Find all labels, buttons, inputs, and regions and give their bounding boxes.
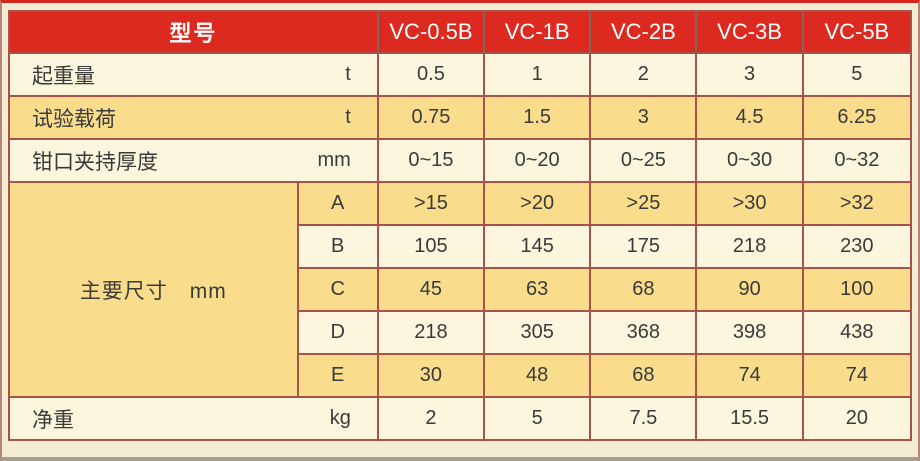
row-unit: t bbox=[345, 106, 351, 128]
cell-value: 368 bbox=[591, 312, 698, 355]
cell-value: 438 bbox=[803, 312, 910, 355]
cell-value: 74 bbox=[697, 355, 804, 398]
cell-value: 2 bbox=[591, 54, 698, 97]
cell-value: 15.5 bbox=[697, 398, 804, 439]
cell-value: 7.5 bbox=[591, 398, 698, 439]
cell-value: 45 bbox=[378, 269, 486, 312]
cell-value: 0.75 bbox=[378, 97, 486, 140]
dimension-sub-label: C bbox=[298, 269, 379, 312]
cell-value: 63 bbox=[485, 269, 592, 312]
dimension-sub-label: A bbox=[298, 183, 379, 226]
row-test-load: 试验载荷 t 0.75 1.5 3 4.5 6.25 bbox=[10, 97, 910, 140]
row-dimension-e: E 30 48 68 74 74 bbox=[10, 355, 910, 398]
cell-value: 5 bbox=[485, 398, 592, 439]
cell-value: >32 bbox=[803, 183, 910, 226]
row-label: 钳口夹持厚度 bbox=[32, 150, 158, 174]
cell-value: 1 bbox=[485, 54, 592, 97]
model-header-label: 型号 bbox=[10, 12, 379, 54]
row-label-cell: 试验载荷 t bbox=[10, 97, 379, 140]
cell-value: 5 bbox=[803, 54, 910, 97]
header-row: 型号 VC-0.5B VC-1B VC-2B VC-3B VC-5B bbox=[10, 12, 910, 54]
cell-value: 68 bbox=[591, 269, 698, 312]
row-dimension-b: B 105 145 175 218 230 bbox=[10, 226, 910, 269]
main-dimensions-label: 主要尺寸 mm bbox=[10, 183, 299, 398]
model-column-vc3b: VC-3B bbox=[697, 12, 804, 54]
cell-value: 74 bbox=[803, 355, 910, 398]
cell-value: 105 bbox=[378, 226, 486, 269]
cell-value: 90 bbox=[697, 269, 804, 312]
row-unit: mm bbox=[317, 149, 351, 171]
row-label-cell: 净重 kg bbox=[10, 398, 379, 439]
cell-value: 230 bbox=[803, 226, 910, 269]
cell-value: 175 bbox=[591, 226, 698, 269]
model-column-vc05b: VC-0.5B bbox=[378, 12, 486, 54]
cell-value: 0~20 bbox=[485, 140, 592, 183]
cell-value: 145 bbox=[485, 226, 592, 269]
cell-value: 4.5 bbox=[697, 97, 804, 140]
cell-value: 3 bbox=[697, 54, 804, 97]
cell-value: 1.5 bbox=[485, 97, 592, 140]
row-dimension-d: D 218 305 368 398 438 bbox=[10, 312, 910, 355]
cell-value: 0~32 bbox=[803, 140, 910, 183]
model-column-vc2b: VC-2B bbox=[591, 12, 698, 54]
row-dimension-c: C 45 63 68 90 100 bbox=[10, 269, 910, 312]
dimension-sub-label: E bbox=[298, 355, 379, 398]
cell-value: 2 bbox=[378, 398, 486, 439]
cell-value: 0.5 bbox=[378, 54, 486, 97]
cell-value: 48 bbox=[485, 355, 592, 398]
cell-value: 398 bbox=[697, 312, 804, 355]
row-label-cell: 起重量 t bbox=[10, 54, 379, 97]
row-label-cell: 钳口夹持厚度 mm bbox=[10, 140, 379, 183]
row-unit: t bbox=[345, 63, 351, 85]
row-label: 试验载荷 bbox=[32, 107, 116, 131]
dimension-sub-label: D bbox=[298, 312, 379, 355]
row-dimension-a: 主要尺寸 mm A >15 >20 >25 >30 >32 bbox=[10, 183, 910, 398]
row-label: 净重 bbox=[32, 408, 74, 432]
cell-value: >30 bbox=[697, 183, 804, 226]
cell-value: 218 bbox=[697, 226, 804, 269]
spec-table: 型号 VC-0.5B VC-1B VC-2B VC-3B VC-5B 起重量 t… bbox=[8, 10, 912, 441]
cell-value: 6.25 bbox=[803, 97, 910, 140]
cell-value: 68 bbox=[591, 355, 698, 398]
dimension-sub-label: B bbox=[298, 226, 379, 269]
cell-value: 0~25 bbox=[591, 140, 698, 183]
row-jaw-thickness: 钳口夹持厚度 mm 0~15 0~20 0~25 0~30 0~32 bbox=[10, 140, 910, 183]
row-lifting-capacity: 起重量 t 0.5 1 2 3 5 bbox=[10, 54, 910, 97]
cell-value: 100 bbox=[803, 269, 910, 312]
row-unit: kg bbox=[329, 407, 351, 429]
cell-value: 218 bbox=[378, 312, 486, 355]
model-column-vc5b: VC-5B bbox=[803, 12, 910, 54]
row-net-weight: 净重 kg 2 5 7.5 15.5 20 bbox=[10, 398, 910, 439]
cell-value: >15 bbox=[378, 183, 486, 226]
cell-value: >20 bbox=[485, 183, 592, 226]
row-label: 起重量 bbox=[32, 64, 95, 88]
cell-value: 0~30 bbox=[697, 140, 804, 183]
cell-value: 20 bbox=[803, 398, 910, 439]
cell-value: 3 bbox=[591, 97, 698, 140]
cell-value: 30 bbox=[378, 355, 486, 398]
cell-value: >25 bbox=[591, 183, 698, 226]
cell-value: 0~15 bbox=[378, 140, 486, 183]
model-column-vc1b: VC-1B bbox=[485, 12, 592, 54]
cell-value: 305 bbox=[485, 312, 592, 355]
